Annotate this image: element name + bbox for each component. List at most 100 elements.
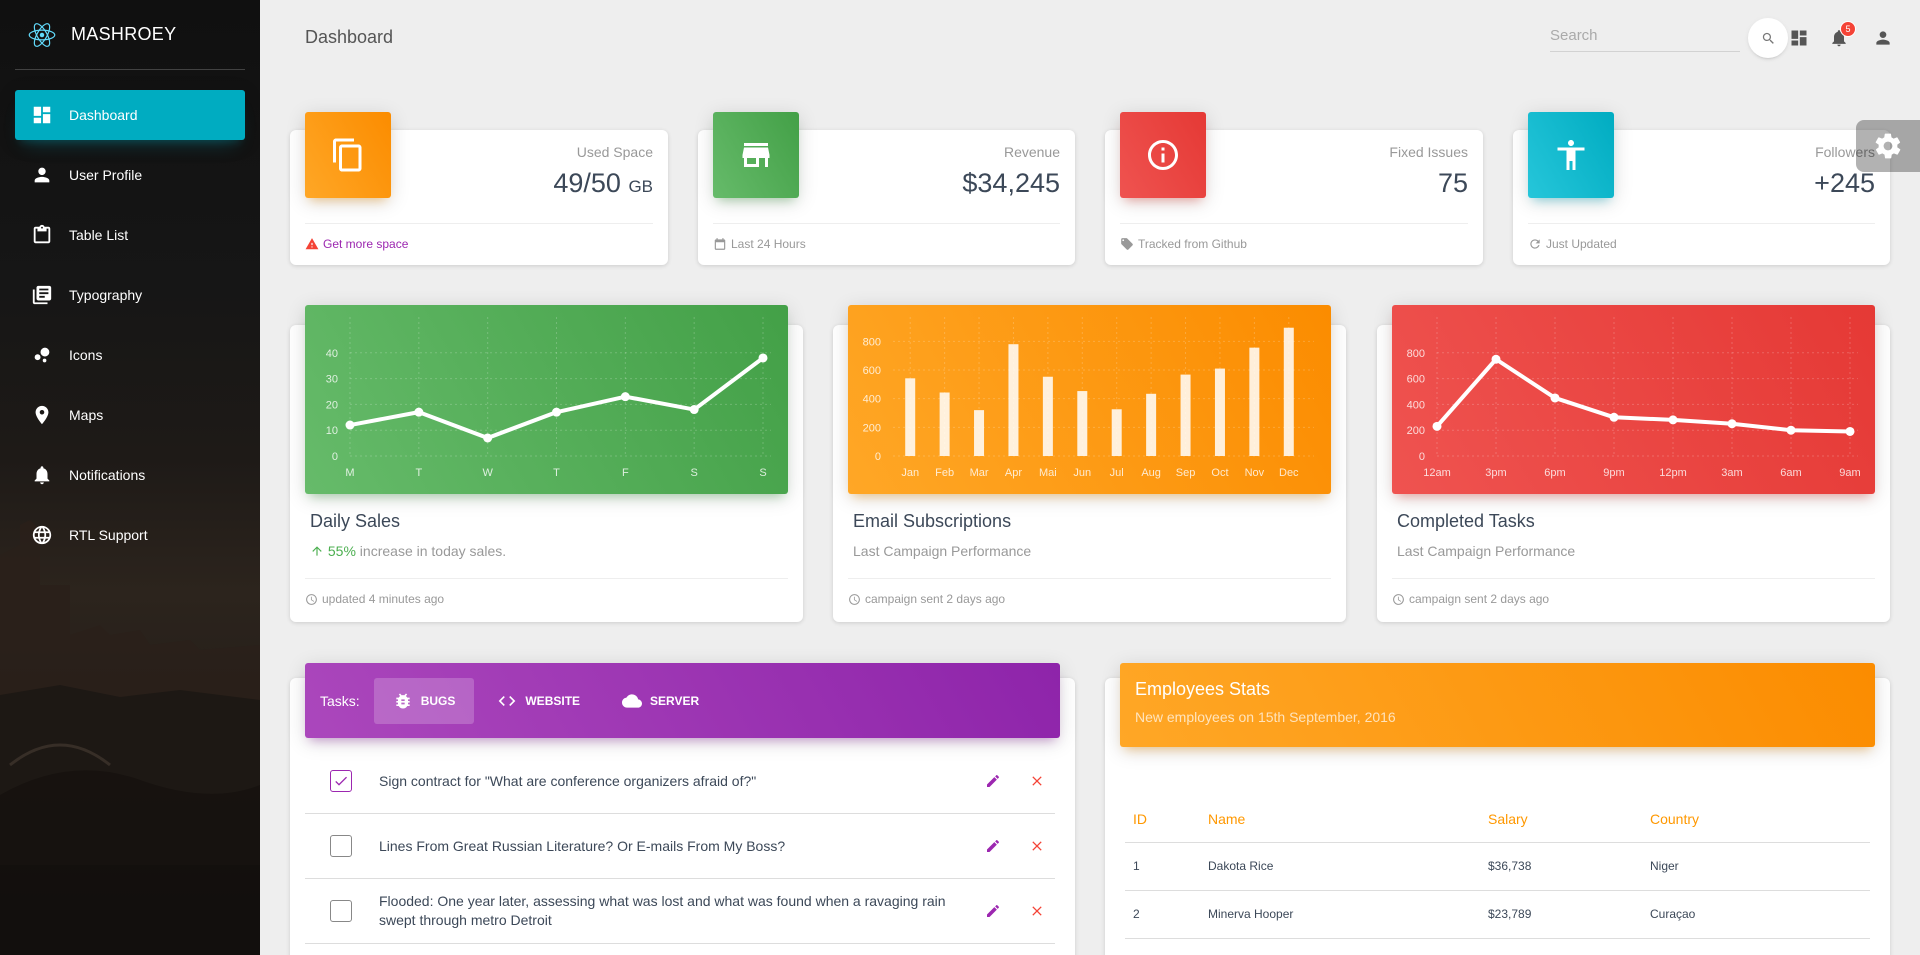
data-point xyxy=(1550,393,1560,403)
search-button[interactable] xyxy=(1748,18,1788,58)
check-icon xyxy=(335,776,347,786)
stat-icon-box xyxy=(305,112,391,198)
task-checkbox[interactable] xyxy=(330,900,352,922)
sidebar-item-maps[interactable]: Maps xyxy=(15,390,245,440)
stat-value: +245 xyxy=(1814,168,1875,198)
stat-card-used-space: Used Space 49/50 GB Get more space xyxy=(290,112,668,265)
task-row: Sign contract for "What are conference o… xyxy=(305,749,1055,814)
top-navbar: Dashboard 5 xyxy=(260,0,1920,80)
page-title[interactable]: Dashboard xyxy=(305,27,394,47)
tasks-label: Tasks: xyxy=(320,692,360,709)
table-cell: 1 xyxy=(1125,842,1200,891)
tab-bugs[interactable]: BUGS xyxy=(373,677,475,724)
brand-logo[interactable]: MASHROEY xyxy=(15,0,245,70)
y-tick-label: 40 xyxy=(326,348,338,360)
employees-stats-card: Employees Stats New employees on 15th Se… xyxy=(1105,663,1890,955)
x-tick-label: 3pm xyxy=(1485,467,1506,479)
task-checkbox[interactable] xyxy=(330,770,352,792)
chart-bar xyxy=(1214,368,1225,456)
chart-bar xyxy=(1111,409,1122,456)
stat-category: Revenue xyxy=(1003,144,1060,160)
y-tick-label: 200 xyxy=(1407,425,1425,437)
sidebar-item-table-list[interactable]: Table List xyxy=(15,210,245,260)
table-cell: 2 xyxy=(1125,890,1200,939)
sidebar-item-icons[interactable]: Icons xyxy=(15,330,245,380)
chart-bar xyxy=(1077,391,1088,456)
get-more-space-link[interactable]: Get more space xyxy=(323,237,409,251)
x-tick-label: 6pm xyxy=(1544,467,1565,479)
x-tick-label: Mai xyxy=(1039,467,1057,479)
task-row: Flooded: One year later, assessing what … xyxy=(305,879,1055,944)
data-point xyxy=(414,407,424,417)
dashboard-grid-button[interactable] xyxy=(1788,27,1810,49)
table-cell: Dakota Rice xyxy=(1200,842,1480,891)
sidebar-item-user-profile[interactable]: User Profile xyxy=(15,150,245,200)
y-tick-label: 10 xyxy=(326,425,338,437)
sidebar-item-typography[interactable]: Typography xyxy=(15,270,245,320)
stat-card-fixed-issues: Fixed Issues 75 Tracked from Github xyxy=(1105,112,1483,265)
bell-icon xyxy=(31,464,53,486)
tab-website[interactable]: WEBSITE xyxy=(478,678,599,724)
chart-card-completed-tasks: 0 200 400 600 800 12am 3pm 6pm 9pm 12pm 3am 6am 9am … xyxy=(1377,305,1890,622)
notifications-button[interactable]: 5 xyxy=(1828,21,1856,49)
close-icon[interactable] xyxy=(1029,838,1045,854)
data-point xyxy=(483,433,493,443)
task-actions xyxy=(985,838,1045,854)
warning-icon xyxy=(305,238,319,250)
table-row: 1 Dakota Rice $36,738 Niger xyxy=(1125,842,1870,891)
tag-icon xyxy=(1121,238,1133,250)
chart-bar xyxy=(905,378,916,456)
sidebar-item-dashboard[interactable]: Dashboard xyxy=(15,90,245,140)
close-icon[interactable] xyxy=(1029,903,1045,919)
y-tick-label: 0 xyxy=(332,451,338,463)
data-point xyxy=(345,420,355,430)
data-point xyxy=(758,353,768,363)
chart-bar xyxy=(974,410,985,456)
stat-category: Followers xyxy=(1815,144,1875,160)
calendar-icon xyxy=(714,238,726,250)
task-text: Lines From Great Russian Literature? Or … xyxy=(379,837,786,854)
data-point xyxy=(1491,354,1501,364)
x-tick-label: W xyxy=(482,467,493,479)
edit-icon[interactable] xyxy=(985,838,1001,854)
stat-icon-box xyxy=(1120,112,1206,198)
dashboard-icon xyxy=(31,104,53,126)
chart-subtitle: Last Campaign Performance xyxy=(853,543,1032,559)
sidebar-item-notifications[interactable]: Notifications xyxy=(15,450,245,500)
person-icon xyxy=(1876,31,1890,45)
user-menu-button[interactable] xyxy=(1872,27,1894,49)
task-row: Lines From Great Russian Literature? Or … xyxy=(305,814,1055,879)
sidebar-item-rtl-support[interactable]: RTL Support xyxy=(15,510,245,560)
y-tick-label: 800 xyxy=(863,336,881,348)
chart-footer: campaign sent 2 days ago xyxy=(848,578,1331,606)
edit-icon[interactable] xyxy=(985,773,1001,789)
table-cell: Minerva Hooper xyxy=(1200,890,1480,939)
bubble-chart-icon xyxy=(31,344,53,366)
column-header: Country xyxy=(1642,796,1870,843)
close-icon[interactable] xyxy=(1029,773,1045,789)
chart-title: Email Subscriptions xyxy=(853,511,1012,531)
search-icon xyxy=(1762,32,1774,44)
clock-icon xyxy=(306,593,317,605)
clipboard-icon xyxy=(31,224,53,246)
email-subscriptions-chart: 0 200 400 600 800 Jan Feb Mar Apr Mai Jun Jul Aug Sep… xyxy=(848,305,1331,494)
tab-server[interactable]: SERVER xyxy=(603,678,718,724)
sidebar-item-label: Notifications xyxy=(69,467,146,483)
x-tick-label: S xyxy=(759,467,766,479)
react-logo-icon xyxy=(28,22,56,47)
table-row: 2 Minerva Hooper $23,789 Curaçao xyxy=(1125,890,1870,939)
library-books-icon xyxy=(31,284,53,306)
x-tick-label: 9am xyxy=(1839,467,1860,479)
gear-icon xyxy=(1875,133,1901,159)
stat-footer: Get more space xyxy=(305,223,653,251)
settings-toggle-button[interactable] xyxy=(1856,120,1920,172)
data-point xyxy=(1727,419,1737,429)
chart-bar xyxy=(1283,327,1294,456)
edit-icon[interactable] xyxy=(985,903,1001,919)
task-checkbox[interactable] xyxy=(330,835,352,857)
store-icon xyxy=(742,143,770,167)
search-input[interactable] xyxy=(1550,20,1740,50)
daily-sales-chart-svg: 0 10 20 30 40 M T W T F S S xyxy=(326,317,771,479)
sidebar-nav: Dashboard User Profile Table List Typogr… xyxy=(0,90,260,560)
sidebar-item-label: Dashboard xyxy=(69,107,138,123)
